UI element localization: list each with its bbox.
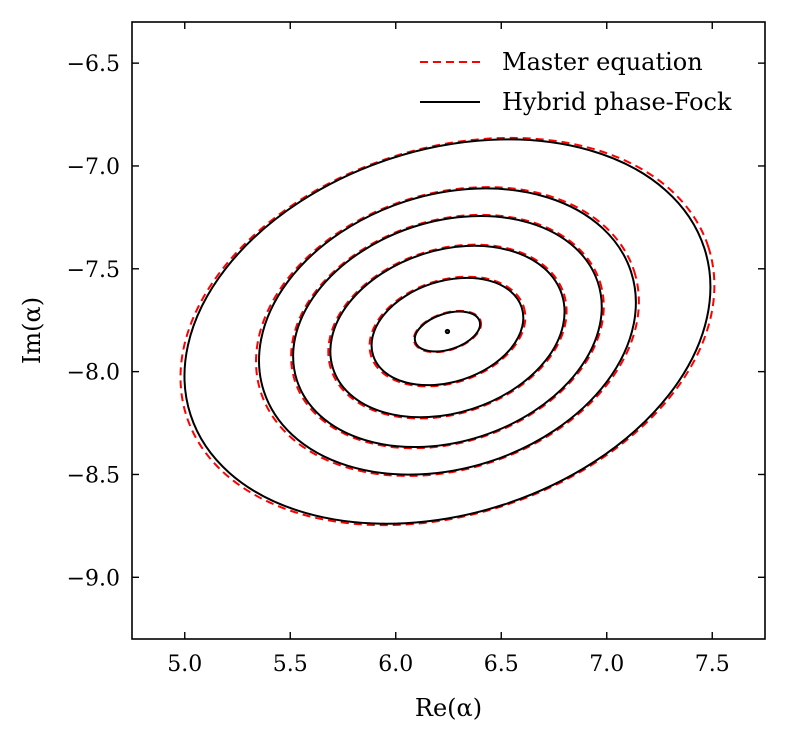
hybrid-phase-fock-contour-2	[370, 276, 525, 387]
master-equation-contour-4	[290, 213, 605, 450]
x-tick-label: 5.5	[273, 652, 308, 677]
legend: Master equation Hybrid phase-Fock	[420, 48, 732, 116]
y-tick-label: −6.5	[67, 52, 120, 77]
hybrid-phase-fock-contour-6	[183, 138, 712, 525]
x-tick-label: 6.5	[484, 652, 519, 677]
x-tick-label: 7.5	[695, 652, 730, 677]
hybrid-phase-fock-contour-3	[329, 244, 566, 419]
hybrid-phase-fock-contour-5	[258, 187, 637, 476]
master-equation-contour-6	[179, 136, 716, 527]
tick-layer: 5.0 5.5 6.0 6.5 7.0 7.5 −6.5 −7.0 −7.5 −8.0 −8.5 −9…	[67, 22, 765, 677]
master-equation-contour-5	[255, 186, 640, 477]
x-tick-label: 6.0	[378, 652, 413, 677]
x-tick-label: 7.0	[589, 652, 624, 677]
master-equation-contour-3	[327, 243, 568, 420]
legend-hybrid-phase-fock-label: Hybrid phase-Fock	[502, 88, 732, 116]
y-axis-label: Im(α)	[18, 297, 46, 364]
x-axis-label: Re(α)	[415, 694, 482, 722]
y-tick-label: −7.5	[67, 258, 120, 283]
master-equation-contour-2	[368, 275, 527, 388]
legend-master-equation-label: Master equation	[502, 48, 703, 76]
y-tick-label: −8.5	[67, 463, 120, 488]
y-tick-label: −7.0	[67, 155, 120, 180]
y-tick-label: −9.0	[67, 566, 120, 591]
x-tick-label: 5.0	[167, 652, 202, 677]
hybrid-phase-fock-contour-0	[444, 328, 451, 335]
hybrid-phase-fock-contour-1	[413, 310, 482, 353]
plot-frame	[131, 21, 766, 640]
hybrid-phase-fock-contour-4	[292, 215, 603, 449]
y-tick-label: −8.0	[67, 361, 120, 386]
contour-layer	[179, 136, 716, 527]
